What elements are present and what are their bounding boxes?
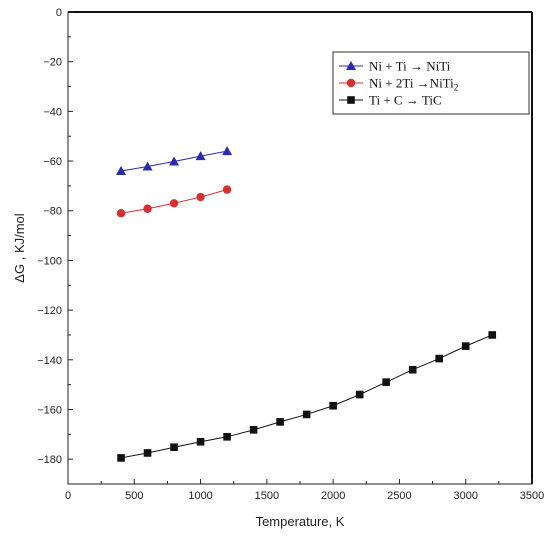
triangle-marker <box>195 151 206 161</box>
square-marker <box>329 401 337 410</box>
triangle-marker <box>169 156 180 166</box>
y-tick-label: −80 <box>43 206 62 218</box>
legend-label: Ni + 2Ti →NiTi2 <box>369 76 458 93</box>
series-1 <box>116 146 233 175</box>
legend-item: Ti + C → TiC <box>339 93 442 108</box>
x-tick-label: 1500 <box>255 490 279 502</box>
square-marker <box>355 390 364 399</box>
x-tick-label: 1000 <box>188 490 212 502</box>
legend-item: Ni + 2Ti →NiTi2 <box>339 76 458 93</box>
circle-marker <box>116 209 126 218</box>
series-3 <box>117 331 497 462</box>
circle-marker <box>169 199 179 208</box>
x-tick-label: 0 <box>65 490 71 502</box>
series-2 <box>116 185 232 218</box>
y-tick-label: 0 <box>56 7 62 19</box>
y-tick-label: −100 <box>37 255 62 267</box>
plot-series <box>116 146 497 462</box>
square-marker <box>249 426 258 434</box>
square-marker <box>170 443 178 452</box>
circle-marker <box>143 204 152 213</box>
y-tick-label: −160 <box>37 404 62 416</box>
square-marker <box>435 354 443 363</box>
series-line <box>120 334 493 459</box>
x-tick-label: 2500 <box>387 490 411 502</box>
circle-marker <box>222 185 232 194</box>
y-tick-label: −120 <box>37 305 62 317</box>
square-marker <box>461 342 470 350</box>
square-marker <box>143 449 152 457</box>
y-tick-label: −40 <box>43 106 62 118</box>
x-axis-title: Temperature, K <box>256 514 345 529</box>
legend-label: Ti + C → TiC <box>369 93 442 108</box>
triangle-marker <box>222 146 233 156</box>
triangle-marker <box>346 61 356 70</box>
triangle-marker <box>116 165 127 175</box>
square-marker <box>117 454 125 462</box>
circle-marker <box>196 192 205 202</box>
x-tick-label: 3500 <box>520 490 544 502</box>
circle-marker <box>346 78 356 88</box>
square-marker <box>488 331 497 339</box>
y-tick-label: −180 <box>37 454 62 466</box>
square-marker <box>196 437 205 446</box>
square-marker <box>382 378 390 386</box>
legend-box <box>332 51 530 115</box>
triangle-marker <box>142 161 153 171</box>
square-marker <box>302 410 311 419</box>
square-marker <box>408 365 417 374</box>
x-tick-label: 2000 <box>321 490 345 502</box>
y-axis-title: ΔG , KJ/mol <box>12 213 27 282</box>
legend-label: Ni + Ti → NiTi <box>369 59 451 74</box>
y-tick-label: −140 <box>37 355 62 367</box>
square-marker <box>347 96 355 104</box>
square-marker <box>223 433 231 441</box>
x-tick-label: 500 <box>125 490 143 502</box>
y-tick-label: −20 <box>43 57 62 69</box>
square-marker <box>276 418 284 426</box>
legend-item: Ni + Ti → NiTi <box>339 59 451 74</box>
y-tick-label: −60 <box>43 156 62 168</box>
x-tick-label: 3000 <box>453 490 477 502</box>
axes: 0 500 1000 1500 2000 2500 3000 3500 0 −20 −40 −60 −8… <box>37 7 544 502</box>
